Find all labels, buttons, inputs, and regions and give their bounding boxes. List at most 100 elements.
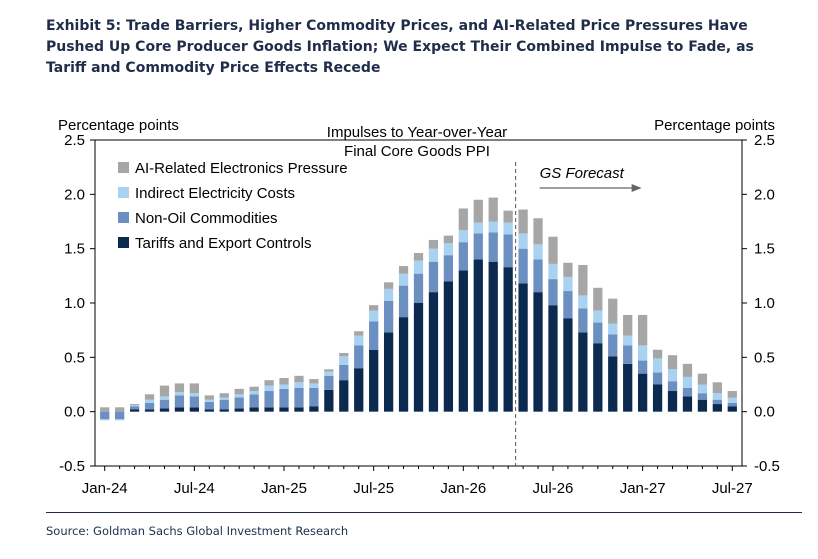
bar-tariffs-and-export-controls-nov-26 bbox=[608, 356, 618, 412]
bar-ai-related-electronics-pressure-jan-25 bbox=[279, 377, 289, 385]
bar-ai-related-electronics-pressure-sep-26 bbox=[578, 264, 588, 296]
bar-indirect-electricity-costs-dec-25 bbox=[443, 243, 454, 256]
bar-non-oil-commodities-aug-24 bbox=[204, 401, 214, 410]
bar-tariffs-and-export-controls-apr-27 bbox=[682, 396, 693, 412]
bar-ai-related-electronics-pressure-aug-24 bbox=[204, 395, 214, 400]
bar-non-oil-commodities-jan-26 bbox=[458, 242, 468, 271]
bar-non-oil-commodities-sep-26 bbox=[578, 308, 588, 333]
bar-ai-related-electronics-pressure-mar-27 bbox=[667, 355, 678, 370]
bar-indirect-electricity-costs-may-26 bbox=[518, 233, 528, 249]
y-tick-label-right: 2.5 bbox=[754, 132, 775, 149]
bar-indirect-electricity-costs-mar-27 bbox=[667, 369, 678, 382]
bar-ai-related-electronics-pressure-nov-24 bbox=[249, 386, 259, 392]
bar-indirect-electricity-costs-mar-25 bbox=[309, 383, 319, 388]
bar-indirect-electricity-costs-apr-26 bbox=[503, 222, 513, 235]
bar-tariffs-and-export-controls-dec-24 bbox=[264, 407, 274, 412]
bar-non-oil-commodities-apr-27 bbox=[682, 387, 693, 397]
legend-label-indirect-electricity-costs: Indirect Electricity Costs bbox=[135, 185, 295, 202]
bar-non-oil-commodities-aug-26 bbox=[563, 291, 573, 319]
bar-non-oil-commodities-oct-25 bbox=[413, 273, 424, 303]
bar-tariffs-and-export-controls-aug-25 bbox=[383, 332, 394, 412]
legend-label-non-oil-commodities: Non-Oil Commodities bbox=[135, 210, 278, 227]
bar-indirect-electricity-costs-jun-26 bbox=[533, 244, 543, 260]
bar-indirect-electricity-costs-jul-25 bbox=[369, 310, 379, 322]
bar-indirect-electricity-costs-nov-26 bbox=[608, 323, 618, 335]
title-line-3: Tariff and Commodity Price Effects Reced… bbox=[46, 60, 381, 76]
bar-indirect-electricity-costs-nov-25 bbox=[428, 248, 439, 262]
bar-ai-related-electronics-pressure-jan-27 bbox=[638, 314, 648, 346]
bar-tariffs-and-export-controls-mar-24 bbox=[129, 409, 140, 412]
bar-tariffs-and-export-controls-apr-24 bbox=[144, 409, 155, 412]
bar-non-oil-commodities-may-26 bbox=[518, 248, 528, 284]
bar-indirect-electricity-costs-jan-26 bbox=[458, 230, 468, 243]
bar-ai-related-electronics-pressure-apr-24 bbox=[144, 394, 155, 400]
bar-indirect-electricity-costs-nov-24 bbox=[249, 391, 259, 395]
y-axis-label-right: Percentage points bbox=[654, 117, 775, 134]
legend-label-tariffs-and-export-controls: Tariffs and Export Controls bbox=[135, 235, 311, 252]
bar-non-oil-commodities-feb-25 bbox=[294, 387, 304, 408]
bar-non-oil-commodities-nov-26 bbox=[608, 334, 618, 357]
chart-title-line-1: Impulses to Year-over-Year bbox=[327, 124, 507, 141]
bar-non-oil-commodities-oct-26 bbox=[593, 322, 603, 344]
bar-ai-related-electronics-pressure-jul-27 bbox=[727, 391, 737, 398]
bar-tariffs-and-export-controls-may-27 bbox=[697, 399, 708, 412]
y-tick-label-left: 2.0 bbox=[64, 186, 85, 203]
bar-ai-related-electronics-pressure-mar-26 bbox=[488, 197, 498, 222]
exhibit-title: Exhibit 5: Trade Barriers, Higher Commod… bbox=[46, 16, 806, 79]
bar-tariffs-and-export-controls-feb-26 bbox=[473, 259, 483, 412]
bar-indirect-electricity-costs-sep-26 bbox=[578, 295, 588, 309]
chart-title-line-2: Final Core Goods PPI bbox=[344, 143, 490, 160]
bar-non-oil-commodities-dec-26 bbox=[623, 345, 633, 364]
bar-non-oil-commodities-feb-24 bbox=[115, 411, 125, 420]
x-tick-label: Jul-26 bbox=[533, 480, 574, 497]
y-tick-label-left: -0.5 bbox=[59, 458, 85, 475]
x-tick-label: Jul-27 bbox=[712, 480, 753, 497]
bar-indirect-electricity-costs-jun-24 bbox=[174, 392, 185, 396]
bar-tariffs-and-export-controls-jun-25 bbox=[354, 368, 364, 412]
bar-non-oil-commodities-apr-26 bbox=[503, 234, 513, 268]
bar-indirect-electricity-costs-apr-25 bbox=[324, 371, 334, 376]
legend-swatch-indirect-electricity-costs bbox=[118, 187, 129, 198]
bar-non-oil-commodities-jan-25 bbox=[279, 388, 289, 408]
bar-ai-related-electronics-pressure-may-24 bbox=[159, 385, 170, 397]
bar-non-oil-commodities-mar-25 bbox=[309, 387, 319, 407]
y-tick-label-left: 0.0 bbox=[64, 404, 85, 421]
bar-tariffs-and-export-controls-jan-27 bbox=[638, 373, 648, 412]
bar-tariffs-and-export-controls-dec-26 bbox=[623, 363, 633, 412]
y-tick-label-left: 0.5 bbox=[64, 349, 85, 366]
bar-ai-related-electronics-pressure-sep-24 bbox=[219, 393, 229, 398]
bar-ai-related-electronics-pressure-jul-24 bbox=[189, 383, 199, 394]
bar-ai-related-electronics-pressure-may-26 bbox=[518, 209, 528, 234]
bar-non-oil-commodities-nov-25 bbox=[428, 261, 439, 293]
bar-indirect-electricity-costs-jan-27 bbox=[638, 345, 648, 361]
y-tick-label-right: 1.0 bbox=[754, 295, 775, 312]
bar-indirect-electricity-costs-jun-27 bbox=[712, 393, 722, 400]
y-axis-label-left: Percentage points bbox=[58, 117, 179, 134]
bar-non-oil-commodities-jul-25 bbox=[369, 321, 379, 350]
bar-non-oil-commodities-mar-24 bbox=[129, 406, 140, 410]
bar-non-oil-commodities-apr-25 bbox=[324, 375, 334, 390]
bar-tariffs-and-export-controls-jun-27 bbox=[712, 404, 722, 412]
bar-tariffs-and-export-controls-may-25 bbox=[339, 380, 349, 412]
legend-label-ai-related-electronics-pressure: AI-Related Electronics Pressure bbox=[135, 160, 348, 177]
bar-tariffs-and-export-controls-apr-25 bbox=[324, 389, 334, 412]
bar-ai-related-electronics-pressure-may-25 bbox=[339, 352, 349, 357]
bar-tariffs-and-export-controls-feb-25 bbox=[294, 407, 304, 412]
bar-non-oil-commodities-apr-24 bbox=[144, 402, 155, 410]
bar-tariffs-and-export-controls-nov-25 bbox=[428, 292, 439, 412]
bar-ai-related-electronics-pressure-feb-26 bbox=[473, 199, 483, 223]
bar-ai-related-electronics-pressure-feb-25 bbox=[294, 375, 304, 383]
bar-non-oil-commodities-feb-26 bbox=[473, 233, 483, 260]
legend-swatch-ai-related-electronics-pressure bbox=[118, 162, 129, 173]
bar-ai-related-electronics-pressure-nov-25 bbox=[428, 239, 439, 249]
bar-non-oil-commodities-may-25 bbox=[339, 364, 349, 381]
y-tick-label-left: 2.5 bbox=[64, 132, 85, 149]
bar-non-oil-commodities-sep-24 bbox=[219, 399, 229, 410]
bar-ai-related-electronics-pressure-dec-24 bbox=[264, 380, 274, 386]
y-tick-label-right: 1.5 bbox=[754, 241, 775, 258]
bar-non-oil-commodities-aug-25 bbox=[383, 300, 394, 333]
bar-tariffs-and-export-controls-sep-25 bbox=[398, 317, 409, 412]
bar-ai-related-electronics-pressure-jun-25 bbox=[354, 331, 364, 336]
title-line-1: Exhibit 5: Trade Barriers, Higher Commod… bbox=[46, 18, 748, 34]
